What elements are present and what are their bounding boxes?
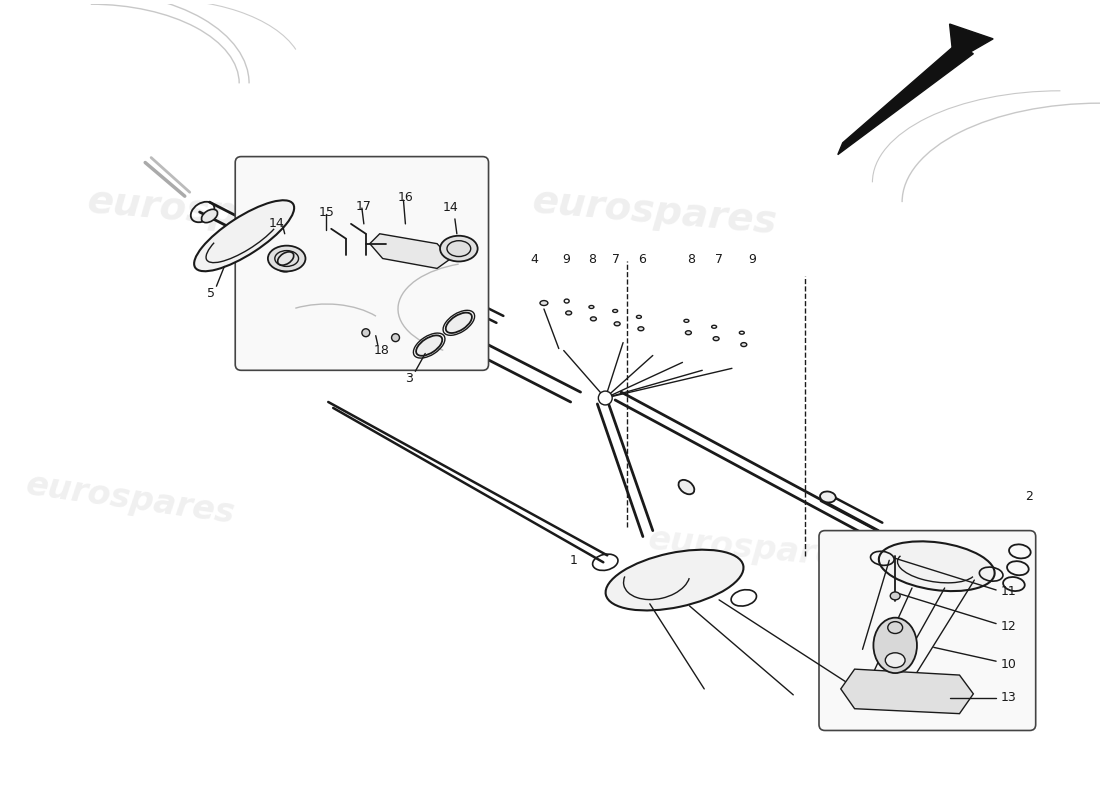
Text: 7: 7 (613, 253, 620, 266)
Text: eurospares: eurospares (647, 522, 860, 574)
FancyBboxPatch shape (235, 157, 488, 370)
Ellipse shape (685, 330, 692, 334)
Text: 14: 14 (443, 201, 459, 214)
Text: 3: 3 (406, 372, 414, 385)
Ellipse shape (614, 322, 620, 326)
Polygon shape (949, 24, 993, 62)
Text: 12: 12 (1001, 620, 1016, 633)
Text: 7: 7 (715, 253, 723, 266)
Ellipse shape (879, 542, 994, 591)
Ellipse shape (540, 301, 548, 306)
Ellipse shape (446, 313, 472, 333)
FancyBboxPatch shape (820, 530, 1036, 730)
Text: eurospares: eurospares (530, 182, 779, 242)
Text: 13: 13 (1001, 691, 1016, 704)
Ellipse shape (890, 592, 900, 600)
Ellipse shape (201, 210, 218, 222)
Ellipse shape (591, 317, 596, 321)
Ellipse shape (392, 334, 399, 342)
Text: eurospares: eurospares (23, 468, 238, 530)
Ellipse shape (277, 252, 294, 265)
Ellipse shape (194, 200, 294, 271)
Text: 17: 17 (356, 199, 372, 213)
Text: 4: 4 (530, 253, 538, 266)
Ellipse shape (598, 391, 613, 405)
Text: 14: 14 (268, 218, 285, 230)
Ellipse shape (873, 618, 917, 673)
Polygon shape (840, 669, 974, 714)
Text: 18: 18 (374, 344, 389, 357)
Text: 16: 16 (397, 190, 414, 204)
Ellipse shape (268, 246, 306, 271)
Text: 9: 9 (562, 253, 570, 266)
Ellipse shape (679, 480, 694, 494)
Ellipse shape (886, 653, 905, 668)
Text: 9: 9 (748, 253, 756, 266)
Text: 8: 8 (588, 253, 596, 266)
Text: 2: 2 (1025, 490, 1033, 503)
Ellipse shape (820, 491, 836, 502)
Text: 11: 11 (1001, 586, 1016, 598)
Text: 1: 1 (570, 554, 578, 566)
Ellipse shape (565, 311, 572, 315)
Polygon shape (838, 44, 974, 154)
Ellipse shape (740, 342, 747, 346)
Ellipse shape (606, 550, 744, 610)
Text: 8: 8 (688, 253, 695, 266)
Ellipse shape (440, 236, 477, 262)
Text: 6: 6 (638, 253, 646, 266)
Text: eurospares: eurospares (86, 182, 333, 242)
Text: 10: 10 (1001, 658, 1016, 670)
Ellipse shape (416, 335, 442, 356)
Text: 5: 5 (208, 286, 216, 300)
Polygon shape (370, 234, 451, 269)
Ellipse shape (362, 329, 370, 337)
Ellipse shape (638, 326, 644, 330)
Ellipse shape (713, 337, 719, 341)
Text: 15: 15 (318, 206, 334, 218)
